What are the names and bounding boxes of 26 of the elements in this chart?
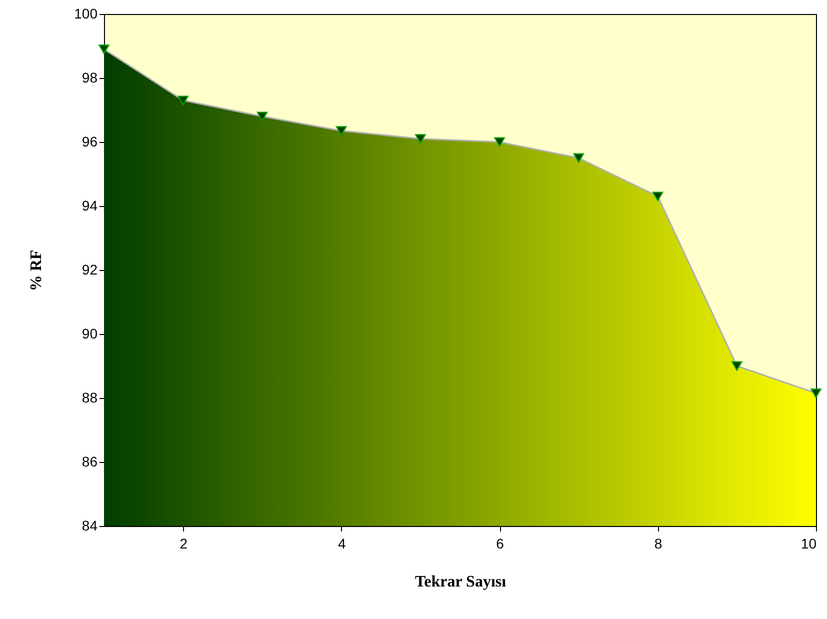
y-tick-label: 88 — [82, 390, 98, 406]
y-tick-label: 94 — [82, 198, 98, 214]
y-axis-title: % RF — [28, 250, 46, 292]
x-tick-label: 2 — [180, 536, 188, 552]
point — [732, 361, 742, 371]
y-tick-label: 100 — [74, 6, 98, 22]
point — [256, 112, 268, 122]
point — [178, 96, 188, 106]
y-tick-label: 90 — [82, 326, 98, 342]
x-axis-title: Tekrar Sayısı — [414, 574, 507, 590]
y-tick-label: 86 — [82, 454, 98, 470]
point — [415, 134, 426, 144]
point — [573, 153, 584, 163]
point — [810, 388, 822, 398]
x-tick-label: 6 — [496, 536, 504, 552]
y-tick-label: 84 — [82, 518, 98, 534]
point — [336, 126, 347, 136]
x-tick-label: 10 — [800, 536, 817, 552]
y-tick-label: 92 — [82, 262, 98, 278]
y-tick-label: 98 — [82, 70, 98, 86]
x-tick-label: 8 — [654, 536, 662, 552]
y-tick-label: 96 — [82, 134, 98, 150]
point — [494, 137, 505, 147]
x-tick-label: 4 — [338, 536, 346, 552]
point — [652, 192, 664, 202]
point — [98, 44, 110, 54]
